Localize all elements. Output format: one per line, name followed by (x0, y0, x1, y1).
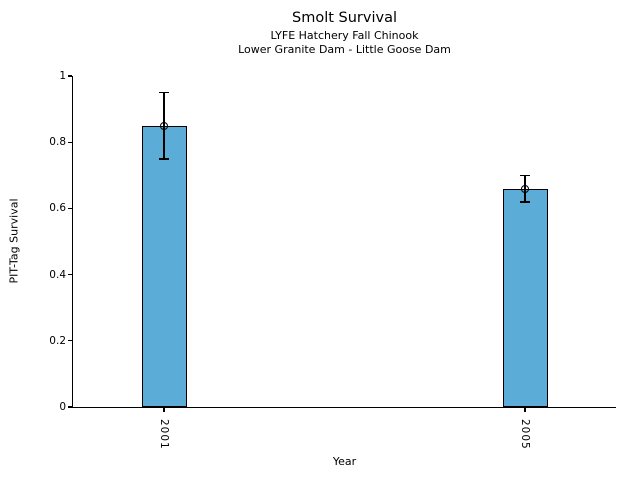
y-tick-mark (68, 340, 72, 342)
y-tick-label: 0.8 (49, 136, 66, 149)
error-bar-cap-bottom (520, 200, 530, 203)
x-tick-label: 2005 (519, 419, 531, 450)
x-tick-mark (163, 408, 165, 412)
error-bar-cap-top (520, 174, 530, 177)
error-bar-cap-bottom (159, 157, 169, 160)
chart-subtitle-line1: LYFE Hatchery Fall Chinook (270, 29, 419, 42)
y-tick-label: 0.4 (49, 268, 66, 281)
error-bar-cap-top (159, 91, 169, 94)
bar (141, 125, 187, 407)
y-axis-spine (72, 76, 74, 407)
y-tick-label: 1 (59, 70, 66, 82)
y-tick-mark (68, 273, 72, 276)
data-point-marker (160, 121, 168, 130)
x-tick-mark (524, 408, 526, 412)
data-point-marker (521, 184, 529, 193)
bar (502, 188, 548, 407)
y-tick-mark (68, 207, 72, 210)
y-tick-label: 0 (59, 401, 66, 413)
y-tick-label: 0.6 (49, 202, 66, 215)
x-axis-label: Year (332, 455, 357, 468)
chart-subtitle-line2: Lower Granite Dam - Little Goose Dam (238, 43, 451, 56)
x-tick-label: 2001 (158, 419, 170, 450)
chart-title: Smolt Survival (292, 10, 397, 26)
x-axis-spine (72, 406, 616, 408)
y-tick-mark (68, 75, 72, 77)
y-tick-label: 0.2 (49, 334, 66, 347)
y-tick-mark (68, 406, 72, 408)
y-tick-mark (68, 141, 72, 143)
